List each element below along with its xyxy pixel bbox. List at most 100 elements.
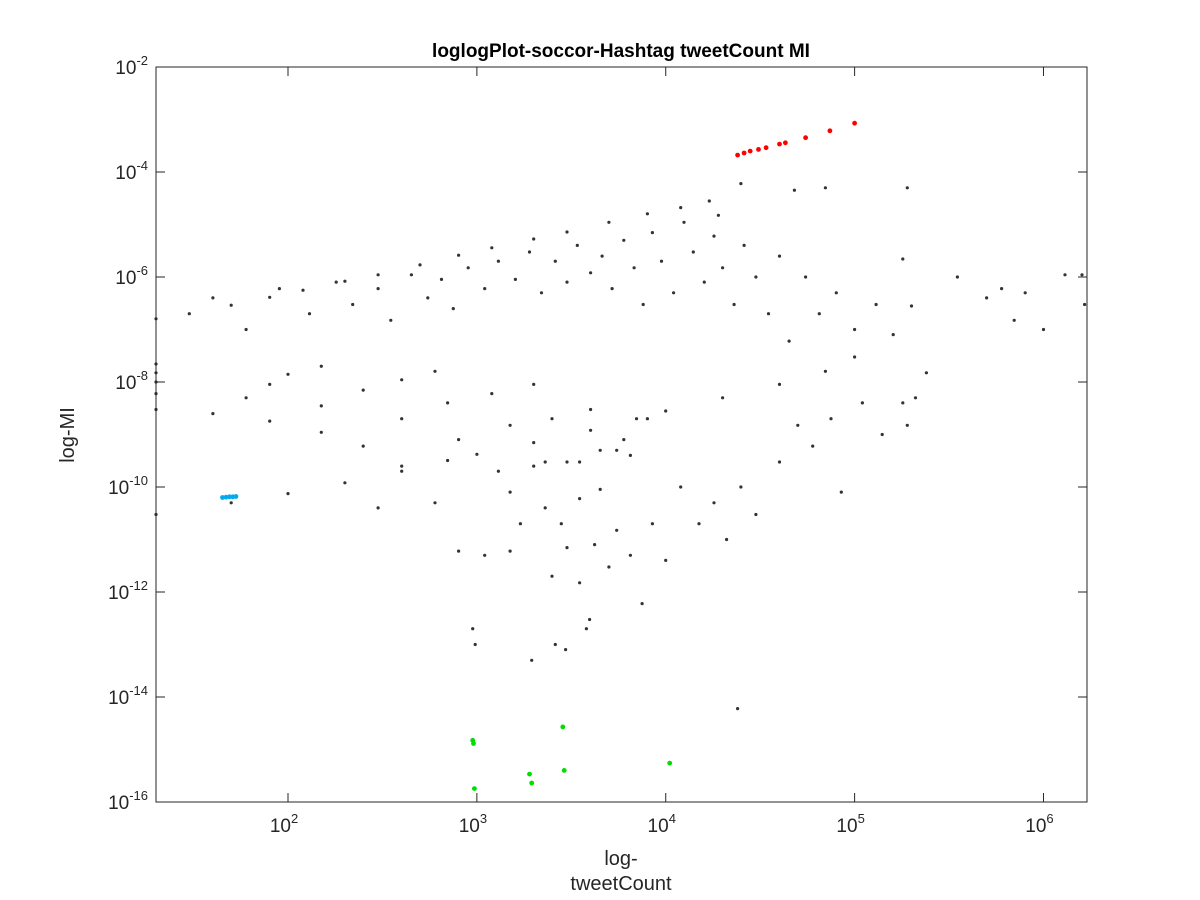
data-point — [244, 396, 248, 400]
data-point — [1063, 273, 1067, 277]
data-point — [874, 302, 878, 307]
data-point — [913, 396, 918, 400]
data-point — [244, 327, 248, 332]
data-point — [518, 522, 523, 526]
data-point — [598, 487, 602, 491]
data-point — [600, 254, 604, 258]
x-tick-label: 105 — [836, 811, 864, 837]
data-point — [1012, 318, 1016, 322]
data-point — [742, 243, 746, 247]
data-point — [853, 327, 857, 332]
y-tick-label: 10-10 — [108, 473, 148, 499]
data-point — [721, 266, 725, 270]
data-point — [471, 627, 475, 631]
data-point — [650, 231, 655, 235]
data-point — [811, 444, 815, 448]
data-point — [532, 382, 536, 386]
data-point — [622, 238, 626, 242]
data-point — [792, 188, 797, 192]
data-point — [211, 412, 215, 416]
data-point — [433, 369, 437, 373]
data-point — [457, 549, 461, 553]
data-point — [376, 273, 380, 277]
data-point — [641, 302, 645, 307]
data-point — [508, 423, 512, 427]
x-tick-label: 102 — [270, 811, 298, 837]
chart-title: loglogPlot-soccor-Hashtag tweetCount MI — [432, 41, 810, 62]
x-tick-label: 104 — [648, 811, 676, 837]
data-point — [471, 741, 476, 746]
data-point — [578, 581, 582, 585]
data-point — [553, 642, 557, 647]
data-point — [615, 528, 619, 532]
data-point — [457, 253, 461, 257]
data-point — [716, 213, 721, 217]
data-point — [565, 546, 569, 550]
data-point — [827, 128, 833, 134]
y-axis-label: log-MI — [57, 407, 79, 463]
data-point — [268, 419, 272, 423]
data-point — [233, 494, 239, 499]
data-point — [739, 485, 743, 489]
x-axis-label-line2: tweetCount — [570, 873, 672, 895]
data-point — [578, 497, 582, 501]
data-point — [286, 492, 290, 496]
data-point — [1080, 273, 1084, 277]
data-point — [985, 296, 989, 300]
data-point — [589, 428, 593, 432]
data-point — [553, 259, 557, 263]
data-point — [634, 417, 639, 421]
data-point — [532, 237, 536, 241]
data-point — [645, 212, 650, 216]
data-point — [565, 280, 569, 284]
data-point — [451, 307, 455, 311]
data-point — [496, 259, 500, 263]
data-point — [632, 266, 636, 270]
data-point — [268, 382, 272, 386]
data-point — [343, 481, 347, 485]
data-point — [909, 304, 914, 308]
data-point — [736, 707, 740, 711]
y-tick-label: 10-2 — [115, 53, 148, 79]
data-point — [575, 243, 579, 247]
data-point — [672, 291, 676, 295]
data-point — [286, 372, 290, 376]
data-point — [560, 724, 566, 730]
data-point — [589, 271, 593, 275]
data-point — [659, 259, 664, 263]
data-point — [496, 469, 500, 473]
data-point — [457, 438, 461, 442]
data-point — [220, 495, 225, 500]
data-point — [532, 441, 536, 445]
data-point — [561, 768, 567, 773]
data-point — [747, 148, 753, 154]
data-point — [361, 388, 365, 392]
x-tick-label: 106 — [1025, 811, 1053, 837]
data-point — [559, 522, 563, 526]
data-point — [712, 234, 716, 238]
data-point — [565, 230, 569, 234]
data-point — [389, 318, 393, 322]
data-point — [446, 401, 450, 405]
data-point — [319, 430, 323, 434]
y-axis-ticks: 10-16 10-14 10-12 10-10 10-8 10-6 10-4 10-2 — [108, 53, 1087, 814]
data-point — [466, 266, 470, 270]
data-point — [707, 199, 711, 203]
data-point — [777, 141, 782, 147]
data-point — [227, 494, 232, 500]
data-point — [475, 452, 479, 456]
data-point — [473, 642, 477, 647]
data-point — [735, 152, 740, 158]
data-point — [277, 287, 281, 291]
data-point — [400, 417, 404, 421]
data-point — [650, 522, 655, 526]
data-point — [622, 438, 626, 442]
data-point — [593, 543, 597, 547]
data-point — [588, 617, 592, 622]
data-point — [754, 512, 758, 517]
data-point — [766, 312, 771, 316]
y-tick-label: 10-14 — [108, 683, 148, 709]
data-point — [439, 277, 444, 281]
data-point — [697, 522, 701, 526]
